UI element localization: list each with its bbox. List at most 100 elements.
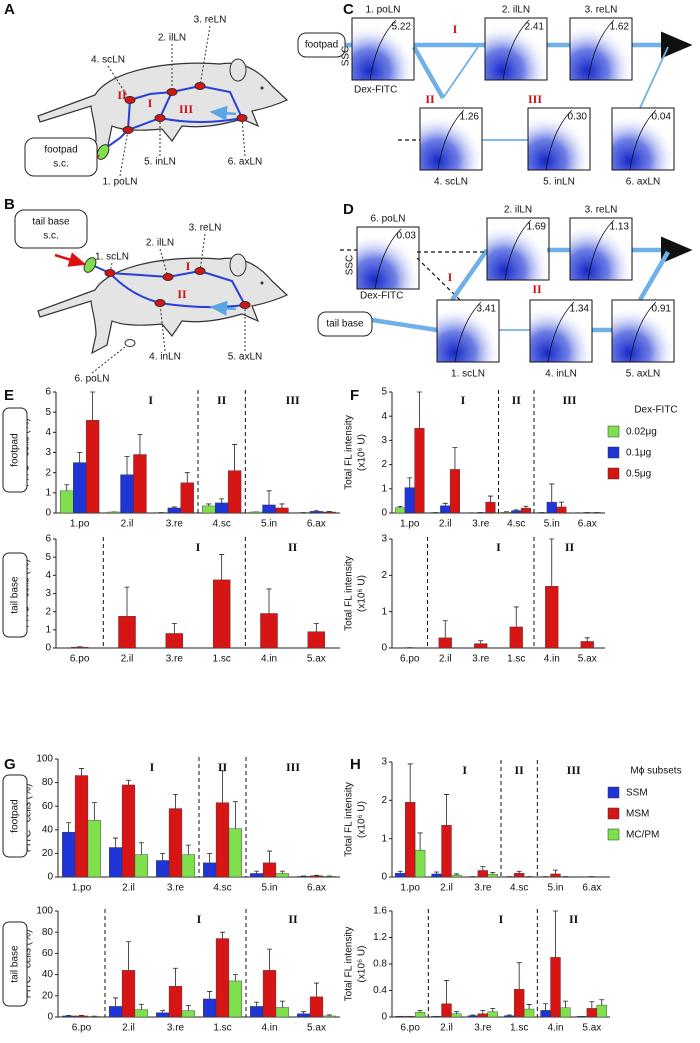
- error-bar: [267, 589, 272, 614]
- bar: [510, 627, 523, 648]
- bar: [478, 870, 488, 877]
- x-tick-label: 3.re: [474, 883, 492, 894]
- axis-label: SSC: [345, 255, 356, 276]
- x-tick-label: 3.re: [167, 1023, 185, 1034]
- x-tick-label: 6.po: [400, 1023, 420, 1034]
- error-bar: [254, 1002, 259, 1006]
- mouse-eye: [261, 282, 264, 285]
- bar: [62, 832, 75, 877]
- bar: [450, 469, 460, 513]
- plot-label: 6. axLN: [626, 177, 660, 188]
- x-tick-label: 1.sc: [212, 654, 230, 665]
- node-label: 5. inLN: [144, 157, 176, 168]
- section-label: I: [196, 540, 201, 554]
- x-tick-label: 1.sc: [507, 654, 525, 665]
- error-bar: [173, 794, 178, 808]
- error-bar: [233, 801, 238, 828]
- bar: [297, 1014, 310, 1017]
- panel-letter: B: [4, 196, 15, 213]
- bar: [432, 1016, 442, 1017]
- bar: [216, 939, 229, 1017]
- bar: [514, 989, 524, 1017]
- error-bar: [90, 392, 95, 420]
- route-label: I: [148, 96, 153, 110]
- bar: [88, 820, 101, 877]
- error-bar: [408, 764, 413, 802]
- plot-label: 4. inLN: [545, 369, 577, 380]
- section-label: I: [148, 393, 153, 407]
- error-bar: [207, 992, 212, 999]
- bar: [395, 508, 405, 513]
- panel-letter: D: [343, 201, 354, 218]
- error-bar: [314, 623, 319, 631]
- error-bar: [398, 871, 403, 873]
- y-tick-label: 3: [381, 534, 387, 545]
- y-tick-label: 100: [36, 754, 53, 765]
- bar: [215, 503, 228, 513]
- group-label: footpad: [10, 433, 21, 466]
- section-label: I: [150, 760, 155, 774]
- bar: [504, 1016, 514, 1017]
- error-bar: [589, 1002, 594, 1009]
- bar: [415, 428, 425, 513]
- lymph-node: [237, 115, 247, 122]
- bar: [182, 855, 195, 877]
- x-tick-label: 1.sc: [510, 1023, 528, 1034]
- panel-letter: G: [4, 756, 16, 773]
- y-tick-label: 0: [381, 1012, 387, 1023]
- bar: [451, 1014, 461, 1017]
- error-bar: [418, 833, 423, 850]
- x-tick-label: 4.sc: [213, 883, 231, 894]
- bar: [168, 508, 181, 513]
- y-tick-label: 0: [381, 508, 387, 519]
- x-tick-label: 5.in: [261, 883, 277, 894]
- error-bar: [139, 1004, 144, 1009]
- bar: [486, 502, 496, 513]
- legend-label: MC/PM: [626, 830, 659, 841]
- bar: [122, 970, 135, 1017]
- plot-label: 4. scLN: [434, 177, 468, 188]
- error-bar: [267, 949, 272, 970]
- lymph-node: [195, 83, 205, 90]
- gate-value: 5.22: [392, 22, 412, 33]
- section-label: II: [569, 912, 579, 926]
- y-tick-label: 5: [45, 407, 51, 418]
- bar: [405, 488, 415, 513]
- x-tick-label: 6.po: [70, 654, 90, 665]
- lymph-node: [125, 340, 135, 347]
- bar: [263, 970, 276, 1017]
- y-tick-label: 1: [381, 833, 387, 844]
- y-axis-label: Total FL intensity: [344, 927, 355, 1002]
- node-label: 6. poLN: [74, 374, 109, 385]
- x-tick-label: 2.il: [121, 654, 134, 665]
- x-tick-label: 5.ax: [307, 1023, 326, 1034]
- y-tick-label: 0.8: [373, 959, 387, 970]
- y-tick-label: 100: [36, 906, 53, 917]
- x-tick-label: 6.ax: [307, 519, 326, 530]
- bar: [451, 875, 461, 877]
- error-bar: [454, 1012, 459, 1014]
- x-tick-label: 4.in: [261, 654, 277, 665]
- bar: [121, 475, 134, 513]
- error-bar: [549, 484, 554, 502]
- bar: [511, 511, 521, 513]
- error-bar: [527, 1004, 532, 1009]
- flow-connector: [414, 47, 443, 98]
- bar: [442, 825, 452, 877]
- error-bar: [444, 795, 449, 826]
- bar: [182, 1011, 195, 1017]
- legend-swatch: [608, 426, 619, 437]
- y-tick-label: 0: [47, 872, 53, 883]
- y-axis-label: (x10⁶ U): [357, 946, 368, 983]
- error-bar: [207, 853, 212, 862]
- x-tick-label: 4.in: [547, 1023, 563, 1034]
- lymph-node: [123, 127, 133, 134]
- x-tick-label: 5.ax: [582, 1023, 601, 1034]
- bar: [514, 873, 524, 877]
- error-bar: [407, 478, 412, 488]
- y-axis-label: Total FL intensity: [344, 415, 355, 490]
- error-bar: [92, 803, 97, 821]
- node-label: 3. reLN: [194, 15, 227, 26]
- section-label: III: [286, 393, 300, 407]
- bar: [432, 874, 442, 877]
